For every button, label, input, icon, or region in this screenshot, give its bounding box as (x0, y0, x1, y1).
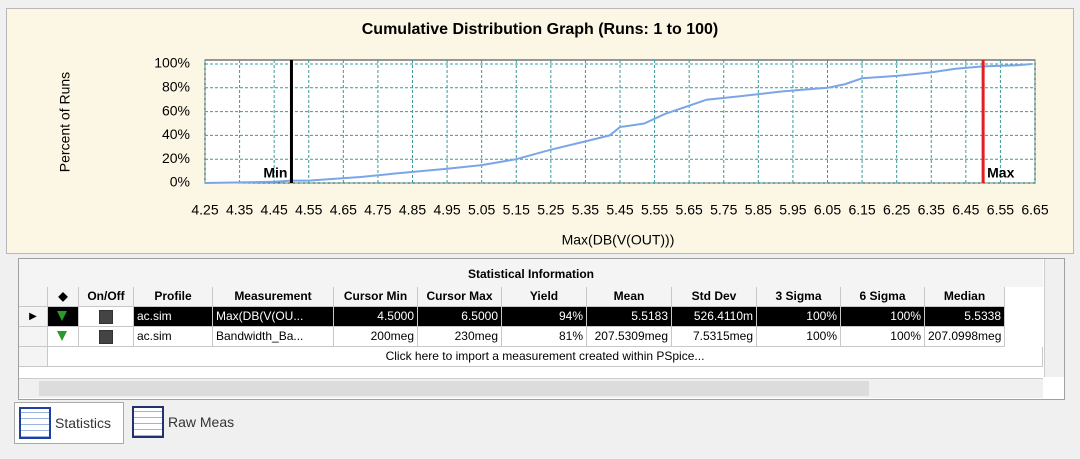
column-header: Measurement (213, 287, 334, 307)
column-header: Cursor Max (418, 287, 502, 307)
x-tick-label: 4.65 (330, 202, 357, 218)
x-tick-label: 5.35 (572, 202, 599, 218)
y-tick-label: 100% (154, 55, 190, 71)
statistics-table: Statistical Information ◆ On/Off Profile Me… (18, 258, 1065, 400)
table-cell: 207.0998meg (925, 327, 1005, 347)
column-header: On/Off (79, 287, 134, 307)
x-tick-label: 6.65 (1021, 202, 1048, 218)
x-tick-label: 6.25 (883, 202, 910, 218)
column-header: 3 Sigma (757, 287, 841, 307)
tab-label: Statistics (55, 415, 112, 431)
scroll-thumb[interactable] (39, 381, 869, 396)
x-tick-label: 5.05 (468, 202, 495, 218)
table-cell: ac.sim (134, 307, 213, 327)
cdf-line (204, 63, 1032, 184)
chart: Cumulative Distribution Graph (Runs: 1 t… (57, 21, 1049, 248)
cursor-label: Min (263, 165, 287, 181)
table-cell: 100% (757, 327, 841, 347)
chart-title: Cumulative Distribution Graph (Runs: 1 t… (362, 21, 718, 38)
x-tick-label: 4.55 (295, 202, 322, 218)
row-indicator: ▶ (19, 307, 48, 327)
horizontal-scrollbar[interactable] (19, 378, 1043, 398)
x-tick-label: 5.15 (503, 202, 530, 218)
vertical-scrollbar[interactable] (1044, 259, 1064, 377)
tab-icon (132, 406, 164, 438)
x-tick-label: 4.25 (191, 202, 218, 218)
x-tick-label: 4.45 (261, 202, 288, 218)
table-cell: 94% (502, 307, 587, 327)
table-cell: 200meg (334, 327, 418, 347)
table-cell: 4.5000 (334, 307, 418, 327)
x-tick-label: 5.85 (745, 202, 772, 218)
x-axis-label: Max(DB(V(OUT))) (562, 232, 675, 248)
checkbox[interactable] (79, 307, 134, 327)
table-cell: 230meg (418, 327, 502, 347)
column-header: Cursor Min (334, 287, 418, 307)
y-axis-label: Percent of Runs (57, 72, 73, 172)
table-cell: 100% (841, 327, 925, 347)
x-tick-label: 4.95 (433, 202, 460, 218)
y-tick-label: 60% (162, 102, 190, 118)
table-cell: ac.sim (134, 327, 213, 347)
table-cell: 526.4110m (672, 307, 757, 327)
y-tick-label: 20% (162, 150, 190, 166)
x-tick-label: 4.85 (399, 202, 426, 218)
tab-statistics[interactable]: Statistics (14, 402, 124, 444)
table-cell: 5.5183 (587, 307, 672, 327)
table-title: Statistical Information (19, 259, 1043, 287)
column-header: ◆ (48, 287, 79, 307)
flag-icon (48, 307, 79, 327)
x-tick-label: 5.95 (779, 202, 806, 218)
table-cell: Bandwidth_Ba... (213, 327, 334, 347)
checkbox[interactable] (79, 327, 134, 347)
x-tick-label: 4.35 (226, 202, 253, 218)
column-header: Mean (587, 287, 672, 307)
y-tick-label: 80% (162, 79, 190, 95)
tab-label: Raw Meas (168, 414, 235, 430)
x-tick-label: 5.75 (710, 202, 737, 218)
column-header: Profile (134, 287, 213, 307)
tab-raw-meas[interactable]: Raw Meas (128, 402, 248, 442)
x-tick-label: 4.75 (364, 202, 391, 218)
column-header: Median (925, 287, 1005, 307)
y-tick-label: 0% (170, 174, 190, 190)
column-header: Yield (502, 287, 587, 307)
x-tick-label: 5.55 (641, 202, 668, 218)
row-indicator (19, 347, 48, 367)
table-cell: 6.5000 (418, 307, 502, 327)
table-cell: 7.5315meg (672, 327, 757, 347)
flag-icon (48, 327, 79, 347)
table-cell: 5.5338 (925, 307, 1005, 327)
table-cell: 100% (757, 307, 841, 327)
cursor-label: Max (987, 165, 1014, 181)
column-header: 6 Sigma (841, 287, 925, 307)
x-tick-label: 5.65 (676, 202, 703, 218)
table-cell: 100% (841, 307, 925, 327)
x-tick-label: 6.55 (987, 202, 1014, 218)
table-cell: Max(DB(V(OU... (213, 307, 334, 327)
x-tick-label: 6.05 (814, 202, 841, 218)
table-cell: 81% (502, 327, 587, 347)
x-tick-label: 5.45 (606, 202, 633, 218)
tab-icon (19, 407, 51, 439)
y-tick-label: 40% (162, 126, 190, 142)
x-tick-label: 6.35 (918, 202, 945, 218)
x-tick-label: 6.15 (848, 202, 875, 218)
import-row[interactable]: Click here to import a measurement creat… (48, 347, 1043, 367)
table-cell: 207.5309meg (587, 327, 672, 347)
x-tick-label: 6.45 (952, 202, 979, 218)
row-indicator (19, 327, 48, 347)
row-header (19, 287, 48, 307)
column-header: Std Dev (672, 287, 757, 307)
x-tick-label: 5.25 (537, 202, 564, 218)
